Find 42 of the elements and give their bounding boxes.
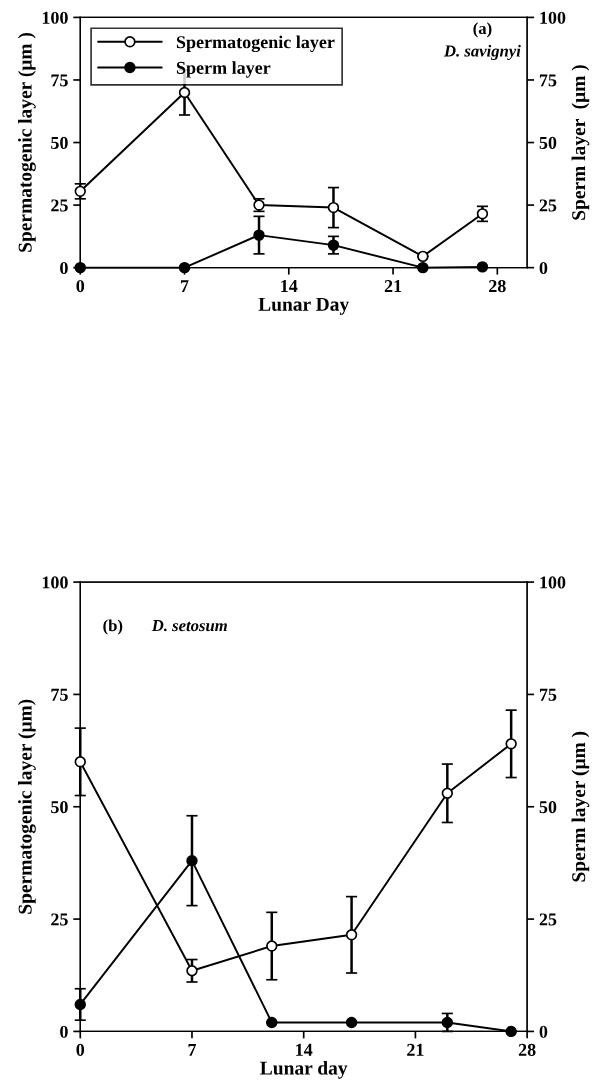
y2-tick-label: 50 xyxy=(539,136,557,149)
x-tick-label: 28 xyxy=(518,1043,536,1056)
x-tick-label: 7 xyxy=(181,280,189,292)
annotation: (a) xyxy=(473,22,492,38)
y2-tick-label: 0 xyxy=(539,261,548,275)
x-tick-label: 0 xyxy=(76,279,85,293)
legend-label: Spermatogenic layer xyxy=(176,35,335,53)
x-tick-label: 21 xyxy=(407,1043,424,1056)
y2-tick-label: 25 xyxy=(539,199,557,212)
y2-tick-label: 0 xyxy=(539,1025,548,1038)
y-tick-label: 75 xyxy=(51,688,68,701)
y-axis-title: Spermatogenic layer (μm) xyxy=(18,699,36,914)
y2-tick-label: 100 xyxy=(540,576,566,589)
y-axis-title: Spermatogenic layer (μm ) xyxy=(18,33,36,252)
y2-axis-title: Sperm layer (μm ) xyxy=(571,65,590,220)
y-tick-label: 50 xyxy=(51,801,68,814)
y2-tick-label: 25 xyxy=(539,913,557,926)
x-tick-label: 21 xyxy=(384,280,402,292)
y-tick-label: 25 xyxy=(51,913,68,926)
y-tick-label: 25 xyxy=(51,199,68,212)
y2-tick-label: 75 xyxy=(539,74,557,87)
annotation: (b) xyxy=(103,619,123,635)
annotation: D. savignyi xyxy=(443,44,521,61)
x-axis-title: Lunar day xyxy=(260,1060,348,1079)
x-tick-label: 14 xyxy=(296,1043,313,1056)
x-tick-label: 14 xyxy=(281,280,298,292)
y-tick-label: 0 xyxy=(60,1025,68,1038)
y2-axis-title: Sperm layer (μm ) xyxy=(571,731,590,882)
y2-tick-label: 50 xyxy=(539,801,557,814)
x-axis-title: Lunar Day xyxy=(258,297,349,315)
y-tick-label: 100 xyxy=(42,576,68,589)
legend-label: Sperm layer xyxy=(176,61,271,78)
y2-tick-label: 100 xyxy=(540,11,566,24)
x-tick-label: 28 xyxy=(489,279,506,293)
y-tick-label: 50 xyxy=(51,136,68,149)
y-tick-label: 0 xyxy=(60,261,68,275)
y-tick-label: 100 xyxy=(42,11,68,24)
y2-tick-label: 75 xyxy=(539,688,557,701)
x-tick-label: 7 xyxy=(188,1043,197,1056)
x-tick-label: 0 xyxy=(76,1043,85,1056)
annotation: D. setosum xyxy=(151,620,227,632)
y-tick-label: 75 xyxy=(51,74,68,87)
